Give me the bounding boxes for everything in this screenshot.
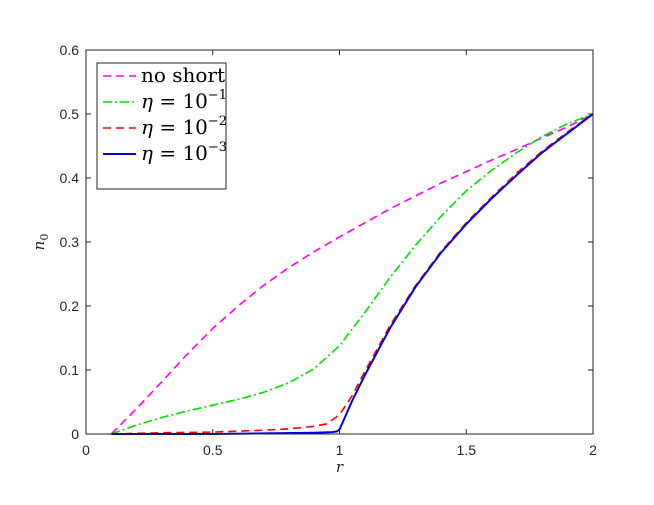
legend-relation: = 10 [153,89,208,113]
legend-label-1: η = 10−1 [141,88,227,113]
legend-greek: η [141,115,153,139]
legend-box [96,62,227,190]
ticks-layer: 0 0.5 1 1.5 2 0 0.1 0.2 0.3 0.4 0.5 0.6 [60,42,598,458]
y-axis-label-sub: 0 [38,234,51,241]
legend-greek: η [141,89,153,113]
legend-exponent: −1 [208,88,227,103]
legend-relation: = 10 [153,115,208,139]
y-tick-label: 0.3 [60,234,80,250]
x-tick-label: 0.5 [203,442,223,458]
legend-relation: = 10 [153,141,208,165]
y-axis-label-base: n [30,241,48,251]
x-tick-label: 2 [589,442,597,458]
series-line-0 [110,113,594,435]
series-layer [110,113,594,435]
y-tick-label: 0.2 [60,298,80,314]
series-line-2 [111,113,594,435]
x-tick-label: 1 [336,442,344,458]
y-tick-label: 0.1 [60,362,80,378]
x-tick-label: 0 [82,442,90,458]
x-tick-label: 1.5 [457,442,477,458]
y-tick-label: 0.5 [60,106,80,122]
y-tick-label: 0 [71,426,79,442]
y-tick-label: 0.4 [60,170,80,186]
x-axis-label: r [336,458,344,476]
legend-exponent: −3 [208,140,227,155]
legend-label-3: η = 10−3 [141,140,227,165]
y-axis-label: n0 [30,234,51,251]
y-tick-label: 0.6 [60,42,80,58]
legend-label-text: no short [141,63,225,87]
legend-label-0: no short [141,63,225,87]
legend-greek: η [141,141,153,165]
legend-exponent: −2 [208,114,227,129]
series-line-3 [111,113,594,435]
legend-label-2: η = 10−2 [141,114,227,139]
